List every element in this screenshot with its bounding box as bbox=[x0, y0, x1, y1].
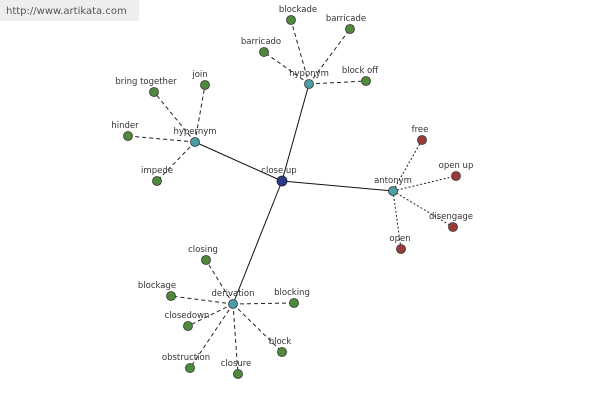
leaf-label: open bbox=[389, 234, 410, 244]
leaf-node bbox=[185, 363, 195, 373]
hub-node bbox=[304, 79, 314, 89]
leaf-label: blockage bbox=[138, 281, 176, 291]
leaf-edge bbox=[170, 295, 234, 305]
leaf-edge bbox=[127, 135, 196, 143]
leaf-node bbox=[233, 369, 243, 379]
leaf-label: impede bbox=[141, 166, 173, 176]
nodes: bring together join hinder impede blockade ba… bbox=[111, 5, 473, 379]
leaf-node bbox=[166, 291, 176, 301]
leaf-label: open up bbox=[439, 161, 474, 171]
leaf-edge bbox=[392, 190, 402, 250]
hub-node bbox=[228, 299, 238, 309]
branch-edge bbox=[281, 180, 394, 192]
leaf-edge bbox=[308, 80, 367, 85]
hub-label: derivation bbox=[211, 289, 254, 299]
leaf-label: closure bbox=[221, 359, 252, 369]
leaf-node bbox=[448, 222, 458, 232]
leaf-label: bring together bbox=[115, 77, 177, 87]
url: http://www.artikata.com bbox=[6, 6, 127, 17]
leaf-edge bbox=[189, 303, 234, 369]
leaf-label: closing bbox=[188, 245, 218, 255]
leaf-edge bbox=[153, 91, 196, 143]
leaf-edge bbox=[392, 139, 423, 192]
leaf-edge bbox=[187, 303, 234, 327]
leaf-node bbox=[152, 176, 162, 186]
hub-node bbox=[388, 186, 398, 196]
hub-label: hyponym bbox=[289, 69, 329, 79]
leaf-edge bbox=[232, 303, 283, 353]
leaf-label: join bbox=[191, 70, 207, 80]
leaf-label: hinder bbox=[111, 121, 139, 131]
leaf-node bbox=[289, 298, 299, 308]
leaf-edge bbox=[205, 259, 234, 305]
edges bbox=[127, 19, 457, 375]
leaf-label: block off bbox=[342, 66, 379, 76]
leaf-label: free bbox=[412, 125, 429, 135]
hub-label: hypernym bbox=[173, 127, 216, 137]
leaf-edge bbox=[194, 84, 206, 143]
leaf-node bbox=[259, 47, 269, 57]
leaf-edge bbox=[392, 175, 457, 192]
leaf-node bbox=[396, 244, 406, 254]
leaf-node bbox=[345, 24, 355, 34]
center-node bbox=[276, 175, 288, 187]
leaf-node bbox=[417, 135, 427, 145]
leaf-node bbox=[201, 255, 211, 265]
url-box bbox=[0, 0, 139, 21]
leaf-edge bbox=[156, 141, 196, 182]
leaf-node bbox=[200, 80, 210, 90]
leaf-node bbox=[361, 76, 371, 86]
leaf-label: disengage bbox=[429, 212, 473, 222]
branch-edge bbox=[232, 180, 283, 305]
leaf-node bbox=[277, 347, 287, 357]
leaf-label: blocking bbox=[274, 288, 310, 298]
leaf-label: barricade bbox=[326, 14, 366, 24]
leaf-edge bbox=[232, 303, 239, 375]
leaf-node bbox=[286, 15, 296, 25]
hub-node bbox=[190, 137, 200, 147]
leaf-label: obstruction bbox=[162, 353, 210, 363]
leaf-edge bbox=[263, 51, 310, 85]
leaf-edge bbox=[308, 28, 351, 85]
leaf-node bbox=[451, 171, 461, 181]
leaf-edge bbox=[232, 302, 295, 305]
branch-edge bbox=[194, 141, 283, 182]
leaf-node bbox=[149, 87, 159, 97]
center-label: close up bbox=[261, 166, 296, 176]
hub-label: antonym bbox=[374, 176, 412, 186]
leaf-label: blockade bbox=[279, 5, 317, 15]
leaf-node bbox=[123, 131, 133, 141]
leaf-label: block bbox=[269, 337, 292, 347]
leaf-label: closedown bbox=[165, 311, 210, 321]
leaf-node bbox=[183, 321, 193, 331]
leaf-label: barricado bbox=[241, 37, 281, 47]
branch-edge bbox=[281, 83, 310, 182]
